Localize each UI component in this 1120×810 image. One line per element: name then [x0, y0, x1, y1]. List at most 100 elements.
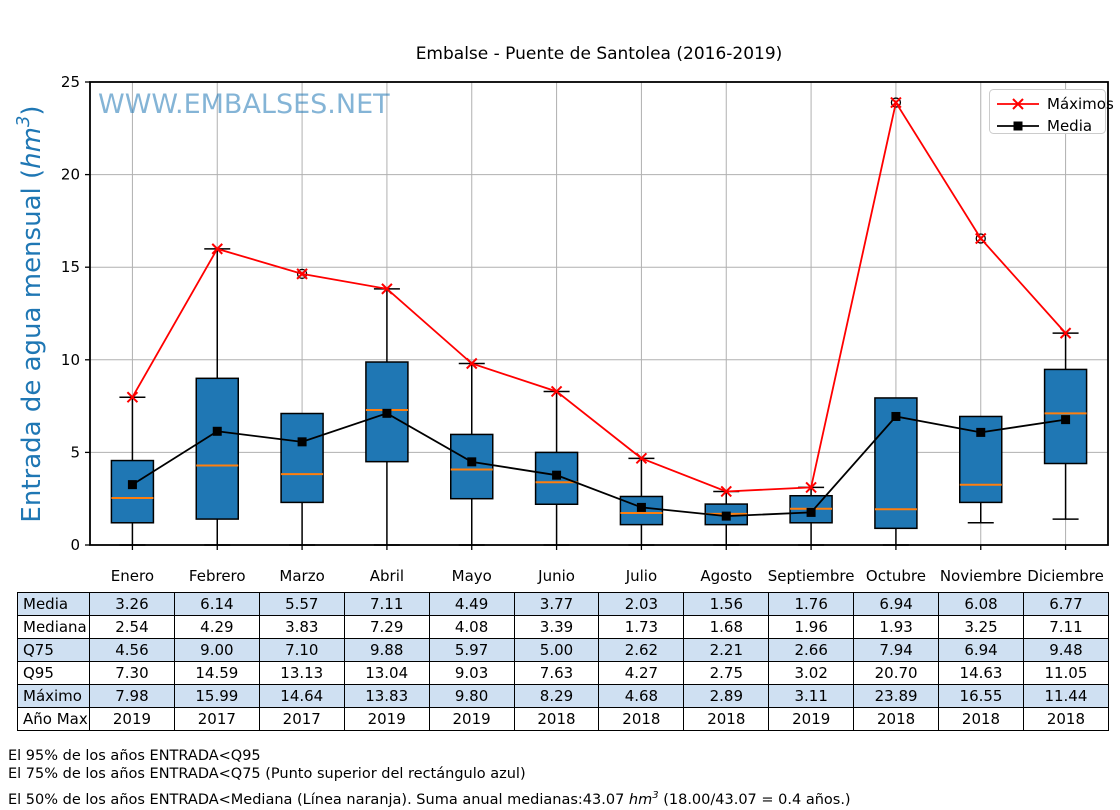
table-cell: 2018	[683, 707, 770, 731]
box-febrero	[195, 377, 239, 520]
table-cell: 9.48	[1022, 638, 1109, 662]
table-cell: 2018	[1022, 707, 1109, 731]
table-row-mediana: Mediana 2.54 4.29 3.83 7.29 4.08 3.39 1.73 1.68 1…	[17, 615, 1109, 639]
table-cell: 11.44	[1022, 684, 1109, 708]
x-axis-label-mayo: Mayo	[452, 567, 492, 585]
y-axis-tick-label: 20	[61, 166, 80, 184]
table-cell: 1.76	[768, 592, 855, 616]
table-cell: 1.96	[768, 615, 855, 639]
box-marzo	[280, 412, 324, 504]
x-axis-label-julio: Julio	[625, 567, 657, 585]
table-row-media: Media 3.26 6.14 5.57 7.11 4.49 3.77 2.03 1.56 1.7…	[17, 592, 1109, 616]
table-cell: 16.55	[938, 684, 1024, 708]
x-axis-label-agosto: Agosto	[700, 567, 752, 585]
x-axis-label-noviembre: Noviembre	[940, 567, 1022, 585]
table-cell: 15.99	[173, 684, 260, 708]
maximos-marker	[296, 268, 308, 280]
box-enero	[110, 459, 155, 524]
x-axis-label-febrero: Febrero	[189, 567, 246, 585]
maximos-marker	[550, 385, 563, 398]
table-cell: 6.94	[853, 592, 940, 616]
table-cell: 1.68	[683, 615, 770, 639]
table-cell: 6.08	[938, 592, 1024, 616]
table-cell: 2018	[513, 707, 600, 731]
table-cell: 7.11	[343, 592, 430, 616]
table-cell: 20.70	[853, 661, 940, 685]
table-cell: 14.63	[938, 661, 1024, 685]
media-marker	[976, 427, 986, 437]
media-line	[131, 412, 1066, 518]
legend-maximos-marker	[1012, 98, 1024, 110]
table-cell: 13.83	[343, 684, 430, 708]
x-axis-label-marzo: Marzo	[279, 567, 324, 585]
maximos-marker	[635, 452, 648, 465]
table-cell: 11.05	[1022, 661, 1109, 685]
table-cell: 7.30	[89, 661, 175, 685]
media-marker	[721, 511, 731, 521]
legend-media-marker	[1013, 121, 1023, 131]
y-axis-tick-label: 25	[61, 73, 80, 91]
media-marker	[297, 437, 307, 447]
table-cell: 1.93	[853, 615, 940, 639]
footnote-mediana: El 50% de los años ENTRADA<Mediana (Líne…	[8, 790, 851, 808]
table-cell: 7.98	[89, 684, 175, 708]
table-cell: 6.77	[1022, 592, 1109, 616]
table-row-año-max: Año Max 2019 2017 2017 2019 2019 2018 2018 2018 2…	[17, 707, 1109, 731]
table-cell: 3.11	[768, 684, 855, 708]
maximos-marker	[890, 96, 902, 109]
table-cell: 2017	[258, 707, 345, 731]
media-marker	[806, 507, 816, 517]
y-axis-tick-label: 10	[61, 351, 80, 369]
table-row-q95: Q95 7.30 14.59 13.13 13.04 9.03 7.63 4.27 2.75 3.…	[17, 661, 1109, 685]
x-axis-label-diciembre: Diciembre	[1027, 567, 1104, 585]
table-cell: 2.89	[683, 684, 770, 708]
x-axis-label-junio: Junio	[537, 567, 575, 585]
table-cell: 9.88	[343, 638, 430, 662]
table-cell: 7.94	[853, 638, 940, 662]
table-cell: 4.27	[598, 661, 685, 685]
maximos-marker	[381, 283, 393, 295]
table-cell: 5.00	[513, 638, 600, 662]
table-cell: 4.08	[428, 615, 515, 639]
media-marker	[1061, 415, 1071, 425]
stats-table: Media 3.26 6.14 5.57 7.11 4.49 3.77 2.03 1.56 1.7…	[17, 592, 1109, 731]
flier-circle-noviembre	[975, 233, 986, 244]
table-row-máximo: Máximo 7.98 15.99 14.64 13.83 9.80 8.29 4.68 2.8…	[17, 684, 1109, 708]
y-axis-title: Entrada de agua mensual (hm3)	[13, 105, 47, 522]
footnotes: El 95% de los años ENTRADA<Q95 El 75% de…	[8, 747, 851, 809]
table-cell: 2.21	[683, 638, 770, 662]
table-cell: 1.73	[598, 615, 685, 639]
table-cell: 7.63	[513, 661, 600, 685]
table-row-label: Q75	[17, 638, 90, 662]
table-cell: 2.54	[89, 615, 175, 639]
table-cell: 7.11	[1022, 615, 1109, 639]
maximos-marker	[211, 243, 223, 255]
table-cell: 2018	[598, 707, 685, 731]
table-cell: 8.29	[513, 684, 600, 708]
table-cell: 2019	[89, 707, 175, 731]
table-cell: 4.49	[428, 592, 515, 616]
table-cell: 4.29	[173, 615, 260, 639]
box-mayo	[450, 433, 494, 500]
table-cell: 9.03	[428, 661, 515, 685]
plot-border	[89, 81, 1109, 546]
media-marker	[382, 408, 392, 418]
table-cell: 3.25	[938, 615, 1024, 639]
maximos-line	[131, 100, 1067, 493]
table-cell: 5.57	[258, 592, 345, 616]
table-cell: 7.10	[258, 638, 345, 662]
table-row-q75: Q75 4.56 9.00 7.10 9.88 5.97 5.00 2.62 2.21 2.66 7…	[17, 638, 1109, 662]
table-cell: 3.77	[513, 592, 600, 616]
maximos-marker	[126, 391, 139, 403]
table-row-label: Q95	[17, 661, 90, 685]
table-cell: 2.03	[598, 592, 685, 616]
boxplot-chart: WWW.EMBALSES.NET 0 5 10 15 20 25 Enero Febrero Ma…	[13, 73, 1114, 585]
table-cell: 4.56	[89, 638, 175, 662]
table-cell: 7.29	[343, 615, 430, 639]
table-cell: 2019	[768, 707, 855, 731]
maximos-marker	[805, 481, 817, 494]
table-cell: 4.68	[598, 684, 685, 708]
media-marker	[552, 470, 562, 480]
table-cell: 6.94	[938, 638, 1024, 662]
legend-media-label: Media	[1047, 117, 1092, 135]
